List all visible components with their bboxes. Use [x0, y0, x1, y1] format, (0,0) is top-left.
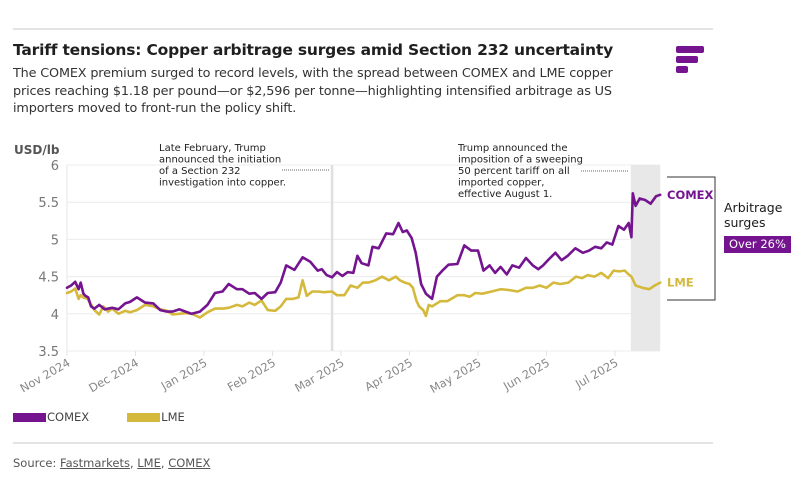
annotation-jul-line: imposition of a sweeping [458, 155, 583, 166]
annotation-feb-line: announced the initiation [159, 155, 281, 166]
legend-swatch-lme [127, 412, 161, 422]
x-tick-label: Feb 2025 [225, 355, 278, 394]
y-axis-ticks: 3.5 4 4.5 5 5.5 6 [38, 159, 59, 360]
gridlines [66, 164, 660, 355]
source-link-comex[interactable]: COMEX [168, 456, 211, 470]
bottom-divider [13, 442, 713, 444]
annotation-feb-line: Late February, Trump [159, 143, 266, 154]
x-tick-label: Nov 2024 [18, 355, 73, 395]
series-line-lme [65, 269, 662, 319]
arbitrage-bracket [667, 176, 716, 301]
line-chart: USD/lb 3.5 4 4.5 5 5.5 6 Nov 2024 Dec 2024 Jan … [14, 143, 716, 396]
y-axis-label: USD/lb [14, 143, 60, 157]
source-note: Source: Fastmarkets, LME, COMEX [13, 456, 211, 470]
fastmarkets-logo-icon [676, 46, 704, 76]
tariff-period-shading [630, 165, 661, 351]
chart-title: Tariff tensions: Copper arbitrage surges… [13, 41, 613, 59]
legend: COMEX LME [13, 410, 223, 424]
arbitrage-badge: Over 26% [724, 236, 791, 253]
annotation-feb-line: of a Section 232 [159, 166, 241, 177]
source-link-fastmarkets[interactable]: Fastmarkets [60, 456, 130, 470]
source-link-lme[interactable]: LME [137, 456, 161, 470]
x-tick-label: Jul 2025 [572, 355, 620, 391]
x-tick-label: Jan 2025 [158, 355, 210, 393]
series-lines [65, 192, 662, 319]
legend-item-lme[interactable]: LME [127, 410, 185, 424]
legend-item-comex[interactable]: COMEX [13, 410, 89, 424]
x-tick-label: May 2025 [427, 355, 483, 395]
lme-end-label: LME [667, 276, 694, 290]
series-line-comex [65, 192, 662, 316]
legend-label-comex: COMEX [47, 410, 90, 424]
x-tick-label: Mar 2025 [292, 355, 346, 394]
y-tick-label: 4 [51, 308, 59, 323]
chart-subtitle: The COMEX premium surged to record level… [13, 66, 613, 116]
annotation-jul-line: imported copper, [458, 178, 544, 189]
y-tick-label: 3.5 [38, 345, 59, 360]
y-tick-label: 4.5 [38, 271, 59, 286]
annotation-jul-line: 50 percent tariff on all [458, 166, 570, 177]
x-tick-label: Dec 2024 [86, 355, 141, 395]
arbitrage-surges-label: Arbitrage surges [724, 200, 783, 230]
x-axis-ticks: Nov 2024 Dec 2024 Jan 2025 Feb 2025 Mar 2025… [18, 351, 621, 396]
shaded-region [330, 165, 661, 351]
source-prefix: Source: [13, 456, 61, 470]
annotation-jul-line: effective August 1. [458, 189, 552, 200]
legend-swatch-comex [13, 412, 46, 422]
y-tick-label: 5.5 [38, 196, 59, 211]
comex-end-label: COMEX [667, 188, 714, 202]
y-tick-label: 5 [51, 233, 59, 248]
annotation-jul-line: Trump announced the [457, 143, 568, 154]
top-divider [13, 28, 713, 30]
x-tick-label: Apr 2025 [362, 355, 415, 394]
y-tick-label: 6 [51, 159, 59, 174]
annotation-feb-line: investigation into copper. [159, 178, 286, 189]
x-tick-label: Jun 2025 [500, 355, 552, 393]
legend-label-lme: LME [161, 410, 185, 424]
